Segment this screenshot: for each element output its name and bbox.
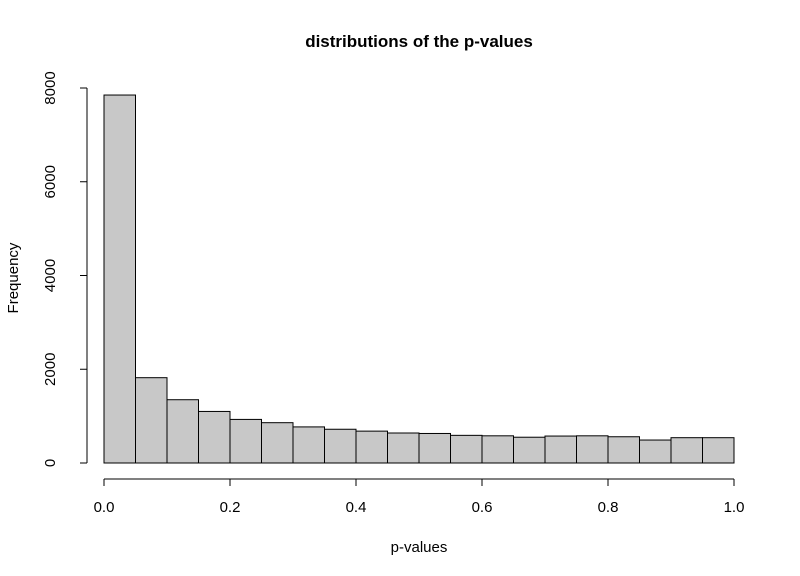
chart-title: distributions of the p-values xyxy=(305,32,533,51)
histogram-bar xyxy=(324,428,357,464)
x-tick-label: 0.6 xyxy=(472,499,493,516)
histogram-bar xyxy=(513,436,546,464)
y-tick-label: 2000 xyxy=(42,353,59,386)
x-axis-label: p-values xyxy=(391,539,448,556)
y-axis: 0 2000 4000 6000 8000 xyxy=(42,71,88,467)
histogram-bar xyxy=(607,436,640,464)
y-axis-label: Frequency xyxy=(5,242,22,313)
x-tick-label: 0.0 xyxy=(94,499,115,516)
x-tick-label: 0.8 xyxy=(598,499,619,516)
histogram-bar xyxy=(418,432,451,464)
histogram-bar xyxy=(576,435,609,464)
x-axis: 0.0 0.2 0.4 0.6 0.8 1.0 xyxy=(94,478,745,516)
histogram-bar xyxy=(292,426,325,464)
histogram-bar xyxy=(387,432,420,464)
y-tick-label: 0 xyxy=(42,459,59,467)
x-tick-label: 1.0 xyxy=(724,499,745,516)
x-tick-label: 0.2 xyxy=(220,499,241,516)
histogram-bar xyxy=(702,437,735,464)
histogram-bar xyxy=(198,410,231,464)
histogram-bar xyxy=(639,439,672,464)
y-tick-label: 4000 xyxy=(42,259,59,292)
y-tick-label: 8000 xyxy=(42,71,59,104)
histogram-bar xyxy=(544,435,577,464)
histogram-bar xyxy=(229,418,262,464)
histogram-bar xyxy=(166,399,199,464)
histogram-bar xyxy=(450,434,483,464)
histogram-bar xyxy=(135,377,168,464)
histogram-bar xyxy=(481,435,514,464)
histogram-bar xyxy=(103,94,136,464)
histogram-bar xyxy=(261,422,294,464)
histogram-bar xyxy=(355,430,388,464)
y-tick-label: 6000 xyxy=(42,165,59,198)
x-tick-label: 0.4 xyxy=(346,499,367,516)
bars-group xyxy=(103,94,735,464)
histogram-bar xyxy=(670,437,703,464)
